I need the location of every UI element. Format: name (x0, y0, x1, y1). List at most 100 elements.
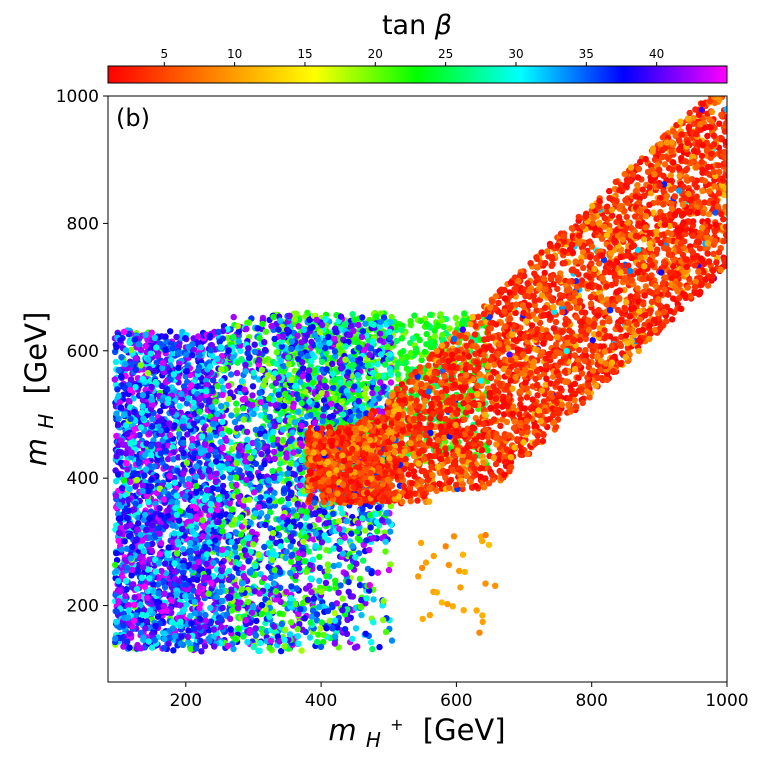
scatter-point (315, 383, 322, 391)
scatter-point (131, 506, 138, 513)
scatter-point (197, 637, 204, 644)
scatter-point (233, 592, 240, 599)
scatter-point (225, 427, 232, 435)
scatter-point (237, 347, 244, 355)
scatter-point (256, 590, 263, 597)
scatter-point (257, 494, 264, 501)
scatter-point (345, 578, 352, 586)
scatter-point (482, 531, 489, 539)
scatter-point (317, 625, 324, 632)
scatter-point (358, 611, 365, 619)
scatter-point (176, 430, 183, 437)
scatter-point (331, 348, 339, 355)
scatter-point (242, 617, 249, 624)
scatter-point (377, 351, 385, 358)
scatter-point (288, 376, 295, 383)
scatter-point (241, 386, 248, 393)
scatter-point (307, 561, 314, 569)
scatter-point (309, 379, 316, 386)
scatter-point (277, 317, 284, 324)
scatter-point (132, 483, 139, 490)
scatter-point (242, 361, 249, 369)
scatter-point (238, 378, 246, 385)
scatter-point (279, 436, 287, 444)
scatter-point (304, 352, 311, 360)
scatter-point (386, 334, 394, 341)
scatter-point (315, 631, 322, 638)
colorbar-tick-label: 35 (579, 47, 594, 61)
colorbar-tick-label: 25 (438, 47, 453, 61)
scatter-point (370, 321, 377, 328)
scatter-point (419, 615, 426, 623)
scatter-point (382, 628, 390, 636)
scatter-point (369, 389, 376, 397)
scatter-point (301, 558, 308, 565)
scatter-point (294, 332, 301, 339)
scatter-point (250, 602, 257, 610)
scatter-point (233, 369, 241, 377)
scatter-point (240, 416, 247, 423)
scatter-point (276, 416, 283, 423)
scatter-point (298, 456, 305, 464)
scatter-point (225, 347, 232, 355)
scatter-point (287, 594, 294, 602)
scatter-point (366, 511, 374, 519)
scatter-point (457, 584, 464, 591)
scatter-point (293, 512, 300, 519)
scatter-point (271, 335, 278, 343)
scatter-point (261, 346, 269, 354)
scatter-point (254, 441, 261, 448)
scatter-point (299, 373, 306, 380)
scatter-point (247, 455, 254, 462)
scatter-point (280, 513, 287, 521)
scatter-point (311, 331, 318, 339)
scatter-point (357, 603, 364, 611)
scatter-point (288, 583, 295, 590)
scatter-point (356, 536, 363, 544)
scatter-point (256, 473, 263, 480)
scatter-point (455, 567, 463, 575)
scatter-point (398, 335, 406, 342)
scatter-point (297, 378, 304, 386)
scatter-point (212, 398, 219, 405)
scatter-point (321, 382, 329, 390)
scatter-point (336, 405, 344, 413)
scatter-point (247, 548, 254, 555)
scatter-point (245, 534, 252, 542)
scatter-point (376, 337, 384, 344)
scatter-point (267, 574, 274, 581)
scatter-point (289, 551, 296, 558)
scatter-point (299, 359, 306, 366)
scatter-point (233, 400, 240, 407)
scatter-point (354, 643, 361, 650)
scatter-point (387, 528, 394, 535)
scatter-point (329, 625, 336, 632)
scatter-point (259, 320, 266, 328)
scatter-point (461, 568, 468, 576)
scatter-point (282, 390, 289, 397)
scatter-point (176, 403, 183, 410)
scatter-point (232, 474, 240, 481)
scatter-point (329, 510, 337, 517)
scatter-point (342, 570, 350, 577)
scatter-point (241, 497, 248, 504)
scatter-point (386, 328, 393, 335)
scatter-point (246, 629, 253, 637)
scatter-point (346, 331, 354, 339)
scatter-point (255, 551, 262, 559)
scatter-point (309, 556, 317, 563)
scatter-point (300, 326, 308, 334)
scatter-point (306, 634, 314, 641)
scatter-point (276, 460, 284, 467)
scatter-point (359, 557, 367, 564)
scatter-point (248, 609, 256, 616)
scatter-point (387, 379, 395, 386)
scatter-point (167, 357, 175, 364)
scatter-point (485, 541, 493, 549)
scatter-point (362, 527, 369, 534)
scatter-point (294, 500, 301, 507)
scatter-point (265, 395, 273, 402)
scatter-point (225, 593, 232, 601)
scatter-point (242, 458, 249, 465)
scatter-point (308, 338, 315, 346)
